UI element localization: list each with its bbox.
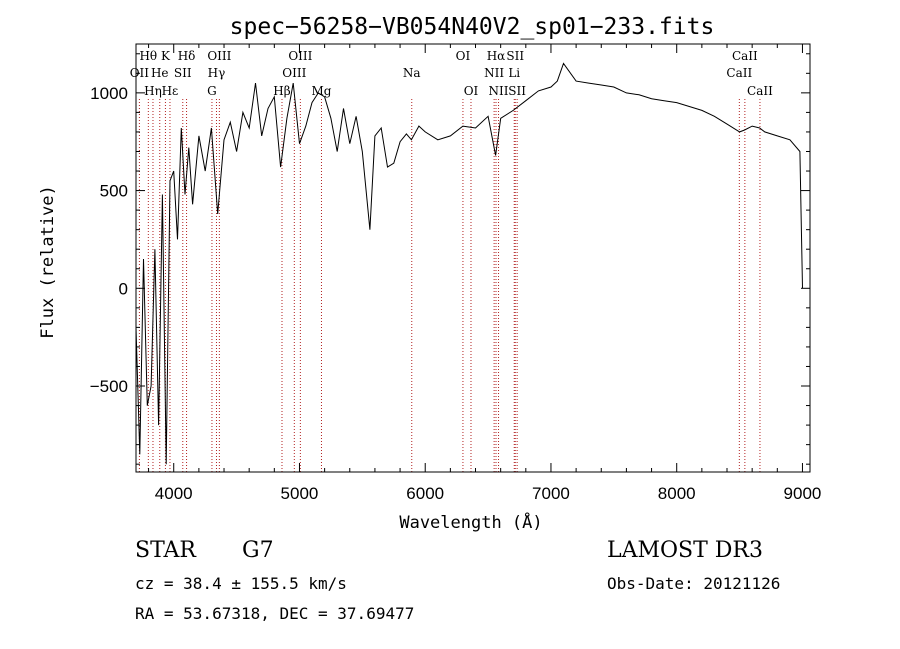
x-tick-label-0: 4000 (155, 484, 193, 503)
marker-label-26: CaII (747, 84, 773, 98)
marker-label-6: SII (174, 66, 192, 80)
marker-label-23: SII (508, 84, 526, 98)
marker-label-9: Hγ (208, 66, 226, 80)
y-tick-label-3: 1000 (90, 84, 128, 103)
plot-frame (135, 43, 811, 473)
marker-label-24: CaII (732, 49, 758, 63)
object-subclass: G7 (242, 538, 274, 563)
marker-label-4: He (151, 66, 169, 80)
y-tick-label-1: 0 (119, 279, 128, 298)
redshift-cz: cz = 38.4 ± 155.5 km/s (135, 574, 347, 593)
marker-label-10: G (207, 84, 217, 98)
marker-label-11: Hβ (273, 84, 290, 98)
marker-label-5: Hε (162, 84, 179, 98)
marker-label-0: Hθ (139, 49, 157, 63)
marker-label-12: OIII (288, 49, 312, 63)
y-axis-label: Flux (relative) (38, 185, 58, 339)
x-axis-label: Wavelength (Å) (399, 511, 542, 533)
marker-label-13: OIII (282, 66, 306, 80)
y-axis: −500 0 500 1000 (90, 53, 810, 465)
x-tick-label-5: 9000 (784, 484, 822, 503)
flux-line (135, 62, 803, 465)
x-tick-label-4: 8000 (658, 484, 696, 503)
sky-coordinates: RA = 53.67318, DEC = 37.69477 (135, 604, 415, 623)
marker-label-25: CaII (726, 66, 752, 80)
marker-label-16: OI (456, 49, 471, 63)
survey-name: LAMOST DR3 (607, 538, 763, 563)
marker-label-18: Hα (487, 49, 506, 63)
marker-label-14: Mg (311, 84, 331, 98)
spectral-line-markers (138, 99, 761, 472)
marker-label-7: Hδ (178, 49, 196, 63)
marker-label-3: K (161, 49, 171, 63)
x-tick-label-1: 5000 (281, 484, 319, 503)
y-tick-label-2: 500 (100, 182, 128, 201)
x-tick-label-2: 6000 (406, 484, 444, 503)
marker-label-15: Na (403, 66, 421, 80)
marker-label-2: Hη (144, 84, 162, 98)
marker-label-17: OI (464, 84, 479, 98)
marker-label-21: SII (506, 49, 524, 63)
marker-label-22: Li (508, 66, 520, 80)
x-axis: 4000 5000 6000 7000 8000 9000 (148, 44, 822, 503)
x-tick-label-3: 7000 (532, 484, 570, 503)
observation-date: Obs-Date: 20121126 (607, 574, 781, 593)
marker-label-20: NII (489, 84, 509, 98)
y-tick-label-0: −500 (90, 377, 128, 396)
marker-label-8: OIII (207, 49, 231, 63)
marker-label-19: NII (484, 66, 504, 80)
object-class: STAR (135, 538, 196, 563)
chart-title: spec−56258−VB054N40V2_sp01−233.fits (230, 14, 715, 40)
